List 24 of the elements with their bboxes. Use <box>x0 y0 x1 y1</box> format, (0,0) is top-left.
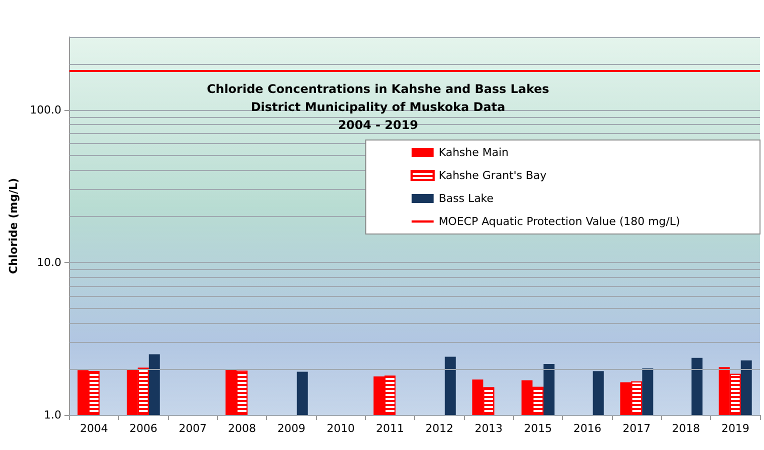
x-tick-label: 2011 <box>376 422 404 435</box>
x-tick-label: 2013 <box>474 422 503 435</box>
x-tick-label: 2019 <box>721 422 750 435</box>
y-tick-label: 10.0 <box>36 256 62 269</box>
x-tick-label: 2010 <box>326 422 355 435</box>
x-tick-label: 2012 <box>425 422 454 435</box>
text: Chloride Concentrations in Kahshe and Bass Lakes <box>206 82 550 96</box>
x-tick-label: 2015 <box>524 422 552 435</box>
x-tick-label: 2008 <box>228 422 256 435</box>
x-tick-label: 2009 <box>277 422 306 435</box>
y-tick-label: 1.0 <box>44 408 62 422</box>
text: District Municipality of Muskoka Data 2004 - 2019 <box>250 100 506 132</box>
legend-label: Bass Lake <box>438 192 494 205</box>
legend-label: Kahshe Grant's Bay <box>438 169 547 182</box>
x-tick-label: 2018 <box>672 422 700 435</box>
x-tick-label: 2004 <box>80 422 108 435</box>
y-tick-label: 100.0 <box>30 103 62 116</box>
legend-label: Kahshe Main <box>438 146 509 159</box>
x-tick-label: 2007 <box>178 422 207 435</box>
legend-label: MOECP Aquatic Protection Value (180 mg/L) <box>438 215 680 228</box>
x-tick-label: 2006 <box>129 422 158 435</box>
x-tick-label: 2016 <box>573 422 602 435</box>
y-axis-title: Chloride (mg/L) <box>7 178 20 274</box>
x-tick-label: 2017 <box>622 422 651 435</box>
